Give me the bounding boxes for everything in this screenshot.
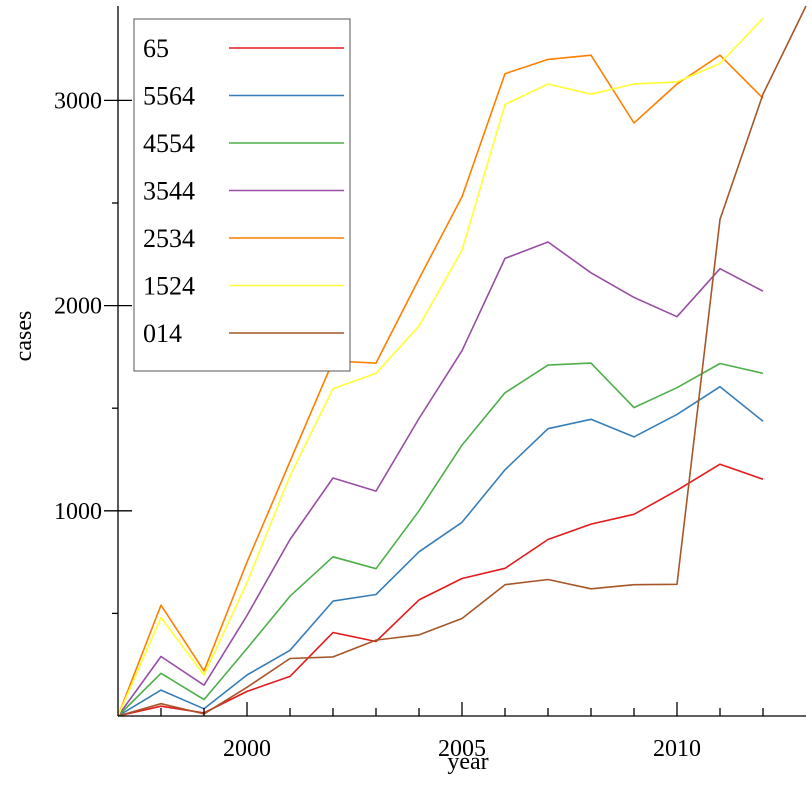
x-tick-label: 2000 [223,736,271,762]
legend-label: 1524 [143,272,195,301]
series-layer [117,5,807,717]
legend-label: 014 [143,319,182,348]
y-tick-label: 3000 [54,88,102,114]
series-line-014 [117,5,807,717]
legend-label: 65 [143,34,169,63]
series-line-1524 [117,17,764,717]
ticks-layer: 2000 2005 2010 1000 2000 3000 [54,88,764,762]
legend-label: 2534 [143,224,195,253]
legend-box [133,18,351,372]
legend-label: 5564 [143,82,195,111]
y-tick-label: 1000 [54,499,102,525]
series-line-65 [117,463,764,717]
series-line-3544 [117,241,764,717]
x-tick-label: 2010 [653,736,701,762]
legend-label: 4554 [143,129,195,158]
x-axis-label: year [447,749,488,775]
y-tick-label: 2000 [54,294,102,320]
series-line-4554 [117,362,764,717]
legend: 65 5564 4554 3544 2534 1524 014 [133,18,351,372]
y-axis-label: cases [11,311,37,362]
series-line-2534 [117,54,764,717]
x-tick-label: 2005 [438,736,486,762]
legend-label: 3544 [143,177,195,206]
series-line-5564 [117,385,764,717]
